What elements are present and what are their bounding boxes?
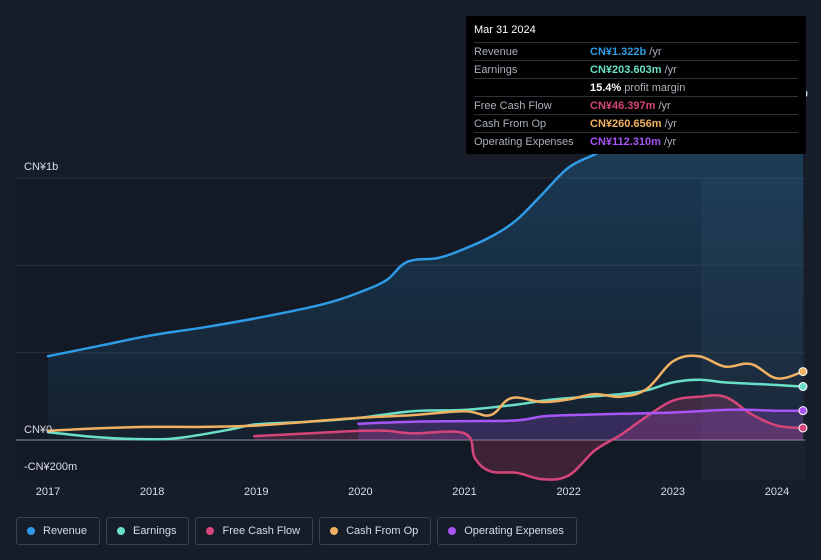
legend-label: Earnings: [133, 525, 177, 537]
legend-item-revenue[interactable]: Revenue: [16, 517, 101, 545]
tooltip-row-value: CN¥112.310m: [590, 135, 661, 148]
cash_from_op-end-marker: [798, 367, 808, 377]
tooltip-date: Mar 31 2024: [474, 24, 536, 36]
tooltip-row: Earnings CN¥203.603m/yr: [474, 60, 798, 78]
legend-item-free-cash-flow[interactable]: Free Cash Flow: [195, 517, 314, 545]
x-tick-label-2020: 2020: [348, 486, 372, 498]
tooltip-row-value: CN¥1.322b: [590, 45, 647, 58]
tooltip-row-unit: profit margin: [624, 81, 686, 94]
tooltip-row-value: CN¥203.603m: [590, 63, 662, 76]
tooltip-row: Revenue CN¥1.322b/yr: [474, 42, 798, 60]
series-areas: [48, 93, 803, 480]
tooltip-row-value: CN¥260.656m: [590, 117, 662, 130]
legend-dot-icon: [448, 527, 457, 535]
free_cash_flow-end-marker: [798, 423, 808, 433]
y-tick-label-2: -CN¥200m: [24, 461, 77, 473]
tooltip-rows: Revenue CN¥1.322b/yr Earnings CN¥203.603m/y…: [474, 42, 798, 150]
x-tick-labels: 2017 2018 2019 2020 2021 2022 2023 2024: [36, 486, 789, 498]
y-tick-label-1: CN¥0: [24, 424, 52, 436]
legend-item-earnings[interactable]: Earnings: [106, 517, 190, 545]
tooltip-row-unit: /yr: [649, 45, 662, 58]
tooltip-row-unit: /yr: [663, 135, 677, 148]
tooltip-row: Cash From Op CN¥260.656m/yr: [474, 114, 798, 132]
legend-dot-icon: [330, 527, 339, 535]
tooltip-row-label: Free Cash Flow: [474, 99, 552, 112]
legend-label: Cash From Op: [346, 525, 419, 537]
x-tick-label-2023: 2023: [661, 486, 685, 498]
operating_expenses-line: [357, 408, 805, 426]
tooltip-row-label: Cash From Op: [474, 117, 547, 130]
legend-dot-icon: [117, 527, 126, 535]
operating_expenses-end-marker: [798, 406, 808, 416]
tooltip-row-unit: /yr: [664, 63, 677, 76]
tooltip-row: 15.4% profit margin: [474, 78, 798, 96]
x-tick-label-2019: 2019: [244, 486, 268, 498]
tooltip-row-unit: /yr: [658, 99, 671, 112]
tooltip-row-label: Revenue: [474, 45, 519, 58]
x-tick-label-2021: 2021: [452, 486, 476, 498]
earnings-end-marker: [798, 382, 808, 392]
cash_from_op-line: [46, 354, 805, 433]
legend-item-operating-expenses[interactable]: Operating Expenses: [437, 517, 577, 545]
tooltip: Mar 31 2024 Revenue CN¥1.322b/yr Earnings C…: [466, 16, 806, 154]
legend-item-cash-from-op[interactable]: Cash From Op: [319, 517, 432, 545]
tooltip-row: Free Cash Flow CN¥46.397m/yr: [474, 96, 798, 114]
x-tick-label-2018: 2018: [140, 486, 164, 498]
legend-label: Free Cash Flow: [222, 525, 301, 537]
legend-label: Revenue: [43, 525, 88, 537]
tooltip-row: Operating Expenses CN¥112.310m/yr: [474, 132, 798, 150]
tooltip-row-unit: /yr: [664, 117, 677, 130]
y-tick-labels: CN¥1b CN¥0 -CN¥200m: [24, 161, 77, 473]
y-tick-label-0: CN¥1b: [24, 161, 58, 173]
free_cash_flow-area: [254, 395, 803, 480]
x-tick-label-2024: 2024: [765, 486, 789, 498]
legend-dot-icon: [27, 527, 35, 535]
legend-dot-icon: [206, 527, 215, 535]
revenue-area: [48, 93, 803, 440]
tooltip-row-value: CN¥46.397m: [590, 99, 656, 112]
x-tick-label-2017: 2017: [36, 486, 60, 498]
operating_expenses-area: [358, 409, 803, 440]
tooltip-row-label: Operating Expenses: [474, 135, 574, 148]
legend: Revenue Earnings Free Cash Flow Cash From O…: [16, 517, 577, 545]
free_cash_flow-line: [252, 394, 805, 481]
tooltip-row-value: 15.4%: [590, 81, 622, 94]
tooltip-row-label: Earnings: [474, 63, 518, 76]
x-tick-label-2022: 2022: [556, 486, 580, 498]
legend-label: Operating Expenses: [464, 525, 564, 537]
earnings-line: [46, 378, 805, 441]
